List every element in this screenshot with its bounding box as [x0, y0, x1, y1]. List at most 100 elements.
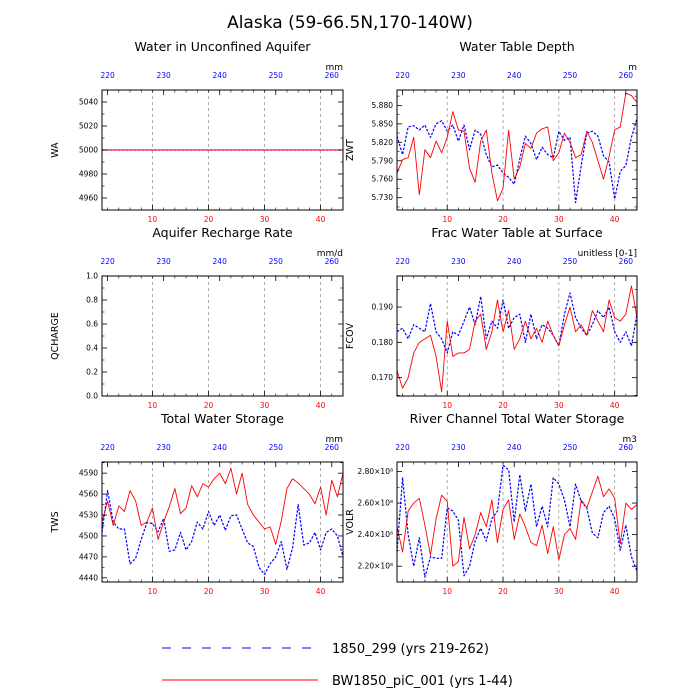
- figure-title: Alaska (59-66.5N,170-140W): [227, 13, 473, 33]
- x-tick-label-top: 230: [451, 71, 466, 80]
- x-tick-label-top: 220: [395, 257, 410, 266]
- x-tick-label-top: 250: [269, 443, 284, 452]
- panel-ylabel: ZWT: [345, 139, 356, 161]
- x-tick-label-top: 250: [269, 71, 284, 80]
- y-tick-label: 2.60×10⁸: [357, 499, 393, 508]
- x-tick-label-top: 260: [619, 257, 634, 266]
- panel-units: unitless [0-1]: [578, 249, 637, 259]
- y-tick-label: 5.730: [372, 193, 394, 202]
- series-1850-299-line: [396, 118, 638, 204]
- x-tick-label-top: 220: [100, 443, 115, 452]
- panel-title: River Channel Total Water Storage: [410, 411, 625, 426]
- x-tick-label-bottom: 10: [442, 215, 452, 224]
- panel-units: mm: [325, 435, 343, 445]
- x-tick-label-top: 260: [325, 257, 340, 266]
- y-tick-label: 4590: [79, 469, 98, 478]
- panel-units: m: [628, 63, 637, 73]
- plot-frame: [396, 275, 638, 397]
- x-tick-label-bottom: 30: [260, 401, 270, 410]
- y-tick-label: 4470: [79, 552, 98, 561]
- y-tick-label: 4960: [79, 194, 98, 203]
- y-tick-label: 0.180: [372, 338, 394, 347]
- y-tick-label: 4500: [79, 531, 98, 540]
- legend-label: BW1850_piC_001 (yrs 1-44): [332, 674, 513, 689]
- x-tick-label-top: 240: [213, 443, 228, 452]
- y-tick-label: 4560: [79, 490, 98, 499]
- panel-units: mm: [325, 63, 343, 73]
- y-tick-label: 5040: [79, 98, 98, 107]
- panel-title: Aquifer Recharge Rate: [152, 225, 293, 240]
- x-tick-label-bottom: 30: [260, 215, 270, 224]
- x-tick-label-bottom: 20: [204, 215, 214, 224]
- y-tick-label: 2.80×10⁸: [357, 467, 393, 476]
- y-tick-label: 0.6: [86, 320, 98, 329]
- legend-label: 1850_299 (yrs 219-262): [332, 642, 489, 657]
- x-tick-label-top: 230: [156, 443, 171, 452]
- series-bw1850-pic-001-line: [396, 285, 638, 393]
- chart-panel: Total Water Storage mm TWS 10 20 30 40 220 230 24…: [50, 411, 344, 596]
- x-tick-label-top: 240: [507, 257, 522, 266]
- x-tick-label-bottom: 20: [204, 587, 214, 596]
- y-tick-label: 1.0: [86, 272, 98, 281]
- chart-panel: Aquifer Recharge Rate mm/d QCHARGE 10 20 30 40…: [50, 225, 344, 410]
- y-tick-label: 2.40×10⁸: [357, 530, 393, 539]
- x-tick-label-bottom: 40: [610, 215, 620, 224]
- x-tick-label-top: 260: [325, 443, 340, 452]
- chart-panel: Water in Unconfined Aquifer mm WA 10 20 30 40 2…: [50, 39, 344, 224]
- x-tick-label-bottom: 30: [554, 215, 564, 224]
- x-tick-label-top: 220: [100, 257, 115, 266]
- x-tick-label-top: 250: [269, 257, 284, 266]
- series-1850-299-line: [396, 464, 638, 578]
- y-tick-label: 4530: [79, 511, 98, 520]
- panel-units: m3: [623, 435, 638, 445]
- panel-title: Frac Water Table at Surface: [431, 225, 603, 240]
- x-tick-label-bottom: 30: [554, 587, 564, 596]
- panel-ylabel: FCOV: [345, 323, 356, 349]
- x-tick-label-top: 260: [619, 71, 634, 80]
- series-bw1850-pic-001-line: [396, 92, 638, 202]
- x-tick-label-bottom: 30: [260, 587, 270, 596]
- series-bw1850-pic-001-line: [396, 475, 638, 567]
- x-tick-label-top: 230: [451, 257, 466, 266]
- x-tick-label-top: 250: [563, 71, 578, 80]
- x-tick-label-top: 220: [395, 71, 410, 80]
- x-tick-label-top: 260: [325, 71, 340, 80]
- panel-ylabel: VOLR: [345, 509, 356, 535]
- panel-ylabel: WA: [50, 142, 61, 158]
- y-tick-label: 5.850: [372, 119, 394, 128]
- panel-ylabel: QCHARGE: [50, 312, 61, 360]
- x-tick-label-bottom: 20: [498, 587, 508, 596]
- x-tick-label-top: 240: [213, 71, 228, 80]
- panels: Water in Unconfined Aquifer mm WA 10 20 30 40 2…: [50, 39, 638, 596]
- y-tick-label: 2.20×10⁸: [357, 562, 393, 571]
- y-tick-label: 5.760: [372, 175, 394, 184]
- x-tick-label-bottom: 10: [148, 215, 158, 224]
- x-tick-label-top: 220: [395, 443, 410, 452]
- y-tick-label: 0.190: [372, 303, 394, 312]
- plot-frame: [101, 461, 344, 583]
- x-tick-label-bottom: 40: [316, 587, 326, 596]
- x-tick-label-bottom: 20: [498, 215, 508, 224]
- x-tick-label-top: 240: [213, 257, 228, 266]
- x-tick-label-top: 240: [507, 443, 522, 452]
- x-tick-label-bottom: 30: [554, 401, 564, 410]
- y-tick-label: 0.0: [86, 392, 98, 401]
- x-tick-label-bottom: 10: [442, 587, 452, 596]
- chart-panel: Frac Water Table at Surface unitless [0-1…: [345, 225, 638, 410]
- chart-panel: Water Table Depth m ZWT 10 20 30 40 220 230 240 25…: [345, 39, 638, 224]
- y-tick-label: 0.170: [372, 373, 394, 382]
- panel-title: Water in Unconfined Aquifer: [134, 39, 311, 54]
- x-tick-label-top: 230: [156, 257, 171, 266]
- x-tick-label-bottom: 20: [204, 401, 214, 410]
- plot-frame: [396, 461, 638, 583]
- x-tick-label-top: 250: [563, 443, 578, 452]
- y-tick-label: 5.820: [372, 138, 394, 147]
- y-tick-label: 4440: [79, 573, 98, 582]
- legend: 1850_299 (yrs 219-262) BW1850_piC_001 (yr…: [162, 642, 513, 689]
- x-tick-label-bottom: 10: [148, 401, 158, 410]
- panel-title: Total Water Storage: [160, 411, 284, 426]
- x-tick-label-top: 240: [507, 71, 522, 80]
- chart-panel: River Channel Total Water Storage m3 VOLR 1…: [345, 411, 638, 596]
- panel-title: Water Table Depth: [459, 39, 574, 54]
